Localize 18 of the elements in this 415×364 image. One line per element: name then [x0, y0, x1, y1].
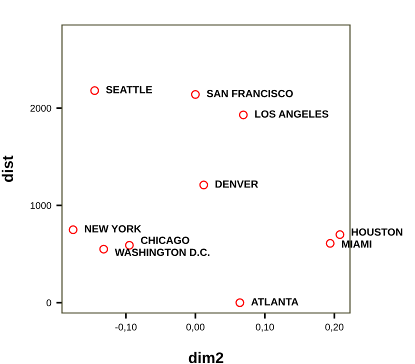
annotation: ATLANTA — [251, 298, 298, 306]
annotation: CHICAGO — [140, 236, 190, 244]
annotation: SEATTLE — [106, 86, 152, 94]
annotation: HOUSTON — [352, 228, 402, 236]
y-axis-title: dist — [2, 156, 14, 182]
annotation: NEW YORK — [84, 225, 142, 233]
y-tick-label: 1000 — [30, 202, 52, 210]
y-tick-label: 2000 — [30, 104, 52, 112]
annotation: SAN FRANCISCO — [206, 90, 293, 98]
x-axis-title: dim2 — [188, 352, 224, 364]
x-tick-label: 0,00 — [186, 324, 204, 332]
x-tick-label: -0,10 — [115, 324, 137, 332]
x-tick-label: 0,20 — [325, 324, 344, 332]
annotation: WASHINGTON D.C. — [114, 248, 210, 256]
annotation: LOS ANGELES — [255, 110, 328, 118]
y-tick-label: 0 — [46, 299, 52, 306]
x-tick-label: 0,10 — [256, 324, 274, 332]
annotation: DENVER — [216, 180, 258, 188]
